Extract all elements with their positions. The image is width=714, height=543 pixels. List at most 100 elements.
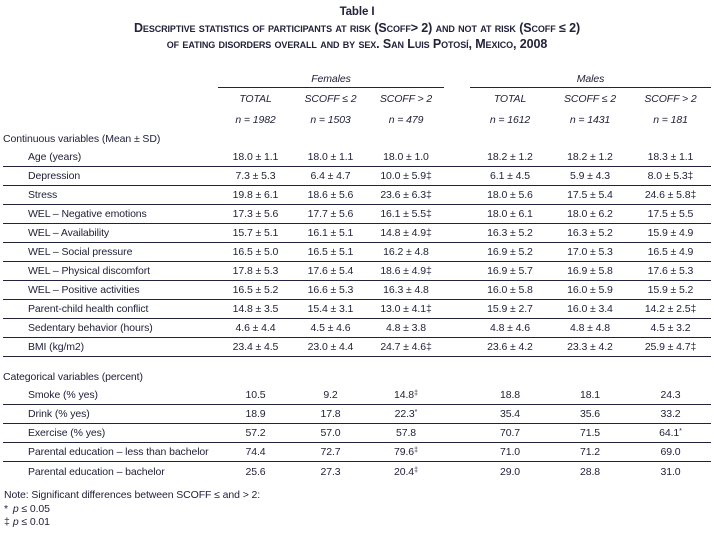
group-header-males: Males [470, 73, 711, 88]
value-cell: 10.5 [245, 389, 266, 401]
value-cell: 16.0 ± 3.4 [567, 303, 613, 315]
row-label: Parental education – bachelor [28, 465, 165, 478]
value-cell: 18.6 ± 5.6 [307, 189, 354, 201]
value-cell: 18.2 ± 1.2 [567, 151, 613, 163]
value-cell: 18.0 ± 6.2 [567, 208, 613, 220]
row-label: WEL – Social pressure [28, 246, 133, 258]
value-cell: 17.5 ± 5.5 [647, 208, 694, 220]
value-cell: 17.7 ± 5.6 [307, 208, 354, 220]
value-cell: 18.0 ± 1.1 [307, 151, 354, 163]
value-cell: 23.0 ± 4.4 [307, 341, 354, 353]
value-cell: 15.4 ± 3.1 [307, 303, 354, 315]
value-cell: 17.8 ± 5.3 [232, 265, 279, 277]
value-cell: 16.2 ± 4.8 [383, 246, 429, 258]
column-header: TOTAL [493, 93, 527, 105]
value-cell: 16.3 ± 5.2 [567, 227, 613, 239]
table-section: Continuous variables (Mean ± SD) Age (yea… [3, 129, 711, 357]
value-cell: 29.0 [499, 465, 521, 478]
value-cell: 16.0 ± 5.9 [567, 284, 613, 296]
table-row: Stress 19.8 ± 6.1 18.6 ± 5.6 23.6 ± 6.3‡ 18.… [3, 186, 711, 205]
value-cell: 10.0 ± 5.9‡ [380, 170, 432, 182]
sample-size: n = 479 [388, 113, 424, 126]
value-cell: 8.0 ± 5.3‡ [647, 170, 694, 182]
value-cell: 5.9 ± 4.3 [570, 170, 610, 182]
value-cell: 27.3 [320, 465, 341, 478]
value-cell: 16.5 ± 4.9 [647, 246, 694, 258]
table-notes: Note: Significant differences between SC… [4, 489, 711, 530]
value-cell: 19.8 ± 6.1 [232, 189, 279, 201]
value-cell: 15.7 ± 5.1 [232, 227, 279, 239]
column-header: TOTAL [239, 93, 272, 105]
value-cell: 18.1 [579, 389, 601, 401]
table-section: Categorical variables (percent) Smoke (% … [3, 357, 711, 481]
row-label: WEL – Positive activities [28, 284, 140, 296]
significance-marker: * [414, 409, 418, 416]
value-cell: 23.3 ± 4.2 [567, 341, 613, 353]
note-p-label: p [10, 502, 22, 515]
note-item: * p ≤ 0.05 [4, 503, 711, 517]
group-header-females: Females [218, 73, 444, 88]
value-cell: 23.4 ± 4.5 [232, 341, 279, 353]
note-threshold: ≤ 0.01 [21, 516, 50, 528]
value-cell: 18.8 [499, 389, 521, 401]
value-cell: 16.9 ± 5.8 [567, 265, 613, 277]
value-cell: 33.2 [660, 408, 681, 420]
value-cell: 4.5 ± 3.2 [650, 322, 691, 334]
value-cell: 15.9 ± 5.2 [647, 284, 694, 296]
value-cell: 18.0 ± 1.0 [383, 151, 429, 163]
row-label: Parental education – less than bachelor [28, 446, 209, 458]
table-number: Table I [339, 6, 375, 18]
value-cell: 71.2 [579, 446, 601, 458]
document-page: Table I Descriptive statistics of partic… [3, 6, 711, 530]
row-label: Parent-child health conflict [28, 303, 149, 315]
value-cell: 4.5 ± 4.6 [310, 322, 351, 334]
table-row: WEL – Physical discomfort 17.8 ± 5.3 17.6 … [3, 262, 711, 281]
value-cell: 69.0 [660, 446, 681, 458]
value-cell: 57.8 [395, 427, 417, 439]
table-title-block: Table I Descriptive statistics of partic… [3, 6, 711, 52]
group-header-row: Females Males [3, 73, 711, 88]
value-cell: 16.5 ± 5.0 [232, 246, 279, 258]
value-cell: 71.0 [499, 446, 521, 458]
value-cell: 24.6 ± 5.8‡ [644, 189, 697, 201]
table-row: WEL – Negative emotions 17.3 ± 5.6 17.7 ± … [3, 205, 711, 224]
value-cell: 16.1 ± 5.1 [307, 227, 354, 239]
value-cell: 16.0 ± 5.8 [487, 284, 533, 296]
value-cell: 16.3 ± 5.2 [487, 227, 533, 239]
value-cell: 35.4 [499, 408, 521, 420]
value-cell: 28.8 [579, 465, 601, 478]
value-cell: 4.8 ± 4.8 [570, 322, 610, 334]
value-cell: 18.6 ± 4.9‡ [380, 265, 432, 277]
column-header: SCOFF ≤ 2 [564, 93, 616, 105]
table-row: WEL – Availability 15.7 ± 5.1 16.1 ± 5.1 14… [3, 224, 711, 243]
value-cell: 71.5 [579, 427, 601, 439]
value-cell: 23.6 ± 6.3‡ [380, 189, 432, 201]
value-cell: 17.8 [320, 408, 341, 420]
table-row: BMI (kg/m2) 23.4 ± 4.5 23.0 ± 4.4 24.7 ± 4.… [3, 338, 711, 357]
value-cell: 17.6 ± 5.3 [647, 265, 694, 277]
value-cell: 14.8‡ [394, 389, 418, 401]
value-cell: 6.4 ± 4.7 [310, 170, 351, 182]
significance-marker: ‡ [414, 466, 418, 474]
value-cell: 57.0 [320, 427, 341, 439]
value-cell: 31.0 [660, 465, 681, 478]
value-cell: 14.2 ± 2.5‡ [644, 303, 697, 315]
value-cell: 18.2 ± 1.2 [487, 151, 533, 163]
table-row: Sedentary behavior (hours) 4.6 ± 4.4 4.5 ±… [3, 319, 711, 338]
value-cell: 25.6 [245, 465, 266, 478]
sample-size: n = 1982 [235, 113, 276, 126]
table-row: WEL – Positive activities 16.5 ± 5.2 16.6 … [3, 281, 711, 300]
row-label: Depression [28, 170, 81, 182]
value-cell: 18.0 ± 1.1 [232, 151, 279, 163]
sample-size: n = 1612 [489, 113, 531, 126]
value-cell: 18.0 ± 5.6 [487, 189, 533, 201]
value-cell: 17.0 ± 5.3 [567, 246, 613, 258]
note-p-label: p [10, 516, 22, 528]
table-row: Parental education – bachelor 25.6 27.3 20.… [3, 462, 711, 481]
sample-size: n = 181 [653, 113, 688, 126]
value-cell: 20.4‡ [394, 465, 418, 478]
value-cell: 57.2 [245, 427, 266, 439]
row-label: Drink (% yes) [28, 408, 90, 420]
value-cell: 22.3* [394, 408, 418, 420]
value-cell: 74.4 [245, 446, 266, 458]
